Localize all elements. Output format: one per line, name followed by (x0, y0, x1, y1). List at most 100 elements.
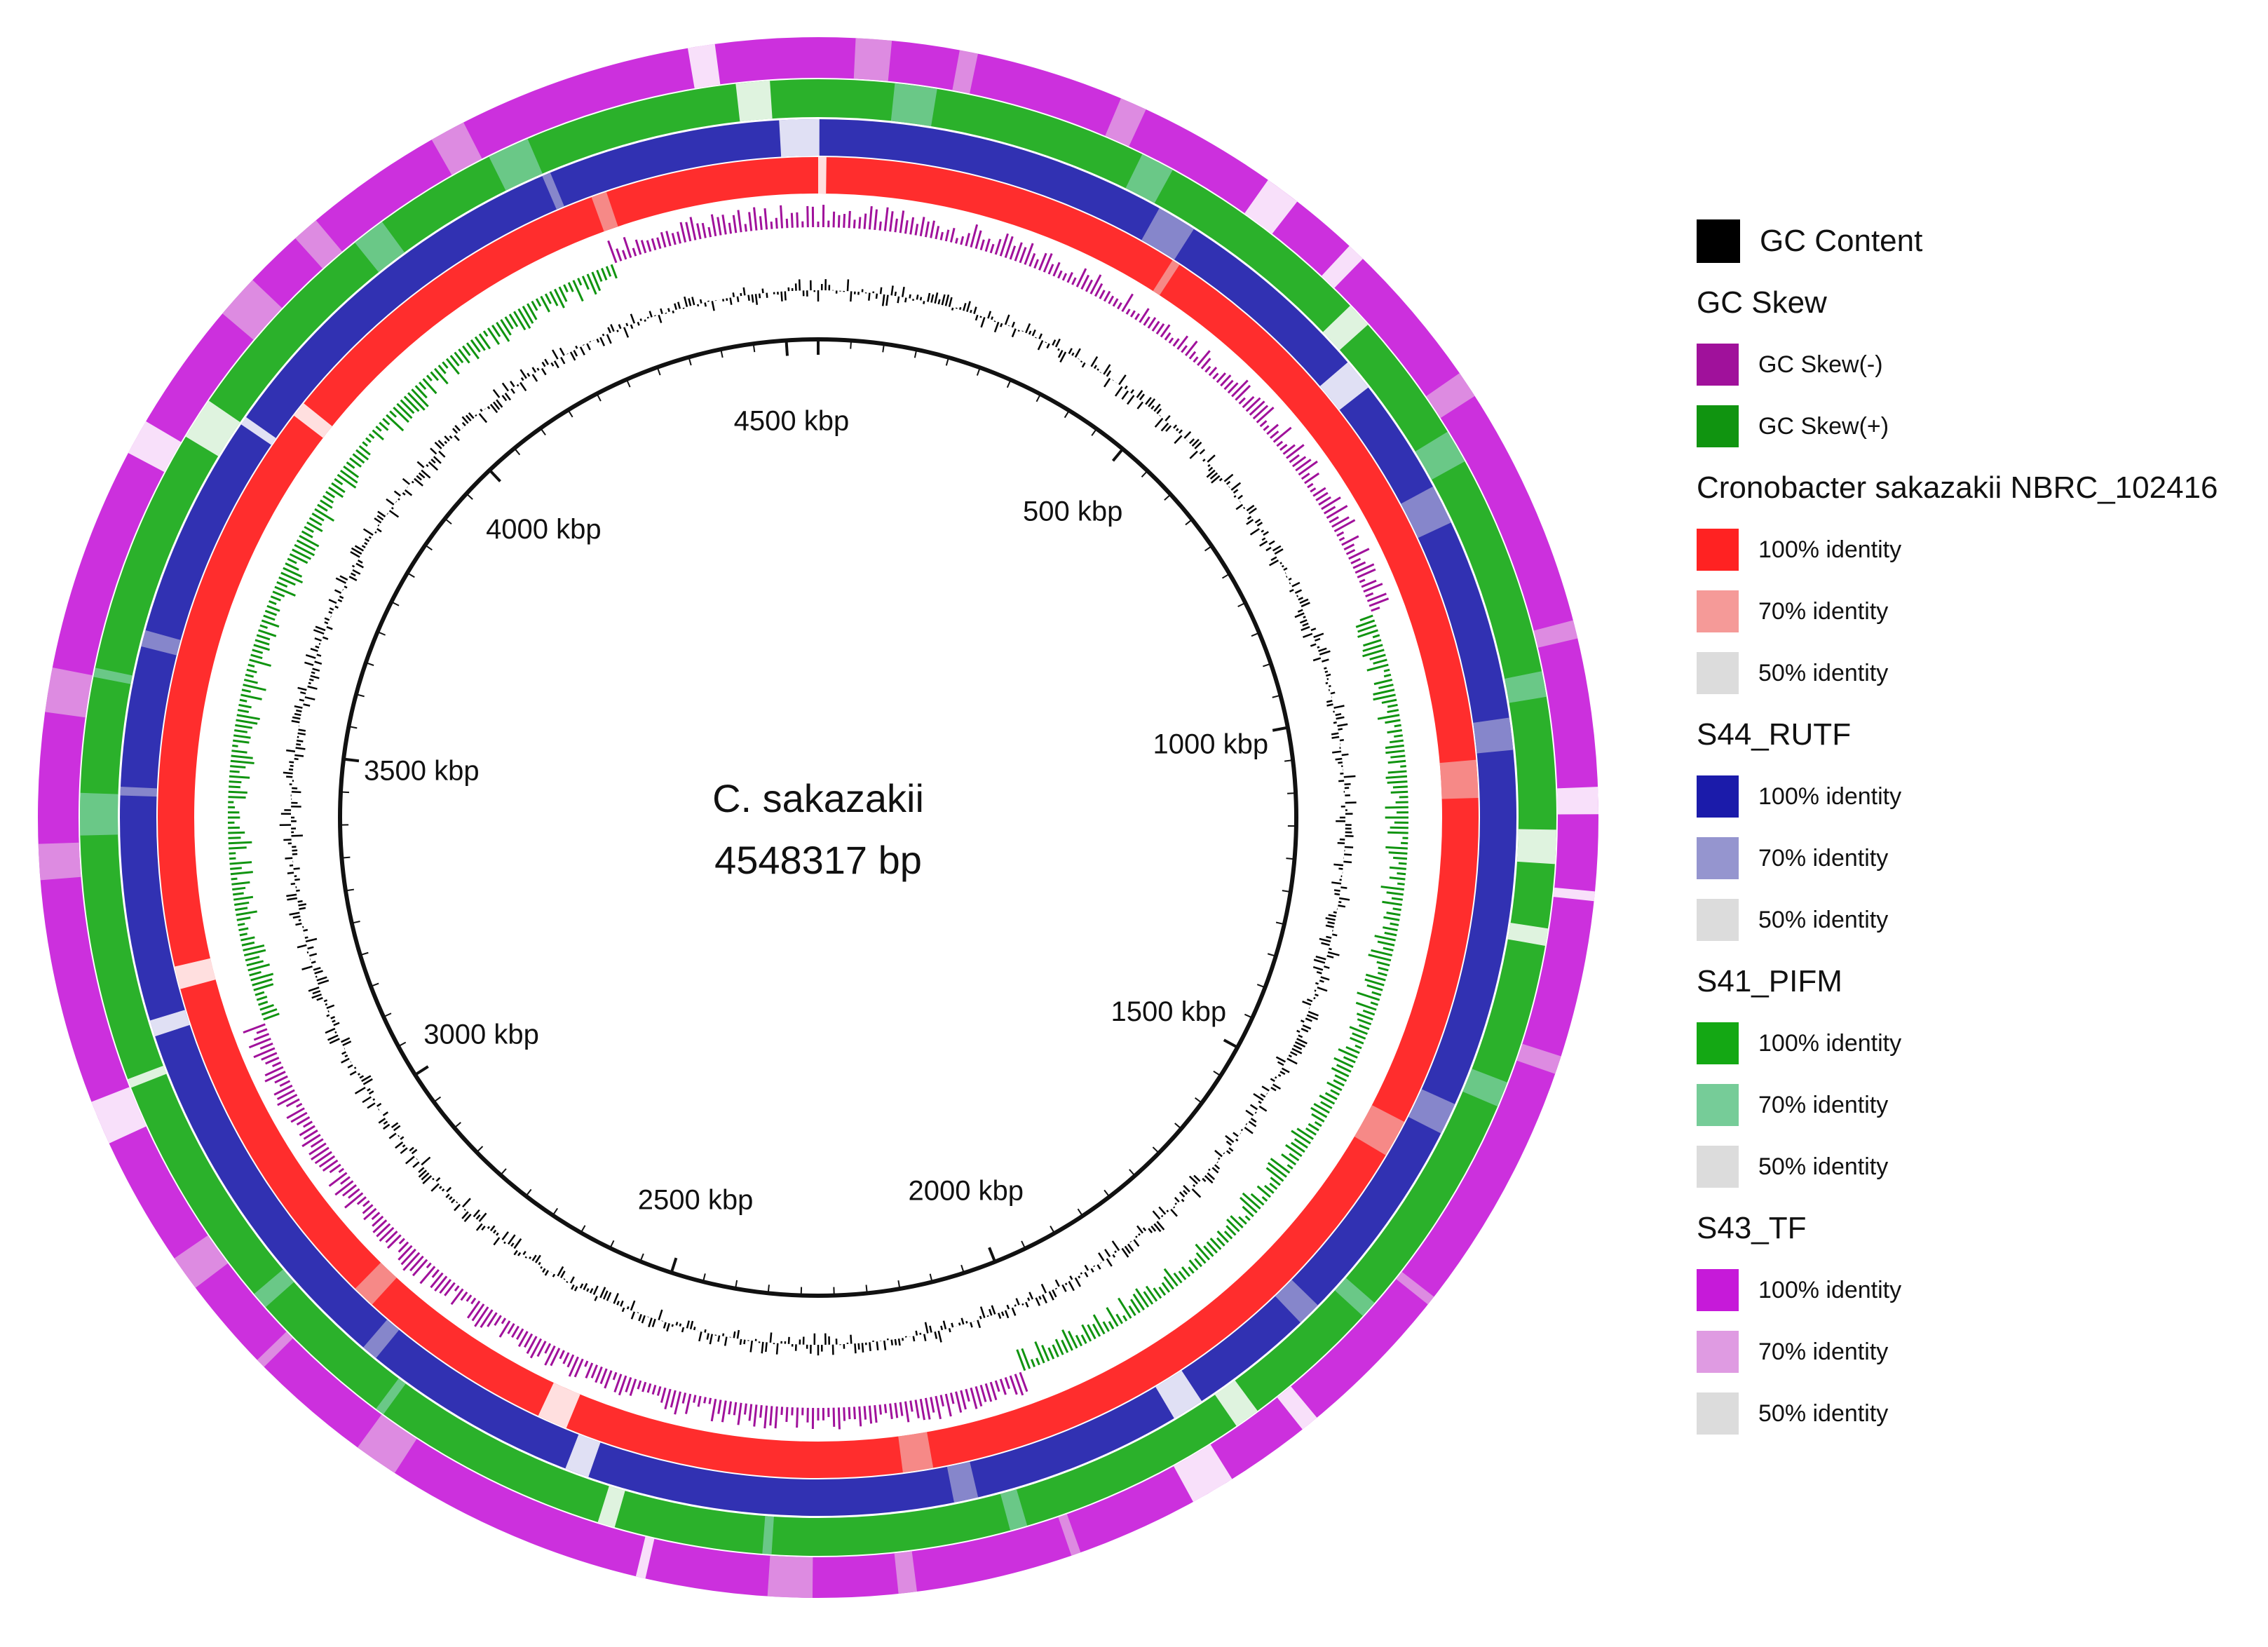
gc-content-bar (1025, 323, 1031, 334)
gc-skew-bar (250, 653, 263, 660)
gc-content-bar (1225, 1140, 1233, 1146)
gc-content-bar (742, 287, 746, 296)
gc-content-bar (901, 286, 905, 297)
gc-content-bar (308, 987, 320, 992)
gc-content-bar (1035, 1297, 1040, 1306)
legend-swatch (1697, 590, 1739, 632)
identity-gap (222, 280, 283, 340)
gc-content-bar (418, 1170, 427, 1178)
gc-content-bar (1027, 1297, 1031, 1301)
gc-content-bar (1106, 1258, 1113, 1267)
gc-content-bar (1291, 1048, 1303, 1055)
gc-skew-bar (1080, 274, 1090, 290)
gc-content-bar (557, 1266, 564, 1277)
gc-skew-bar (426, 1262, 432, 1269)
gc-skew-bar (409, 1255, 424, 1272)
gc-content-bar (1153, 1223, 1162, 1233)
tick-mark (567, 409, 573, 418)
gc-skew-bar (230, 867, 242, 870)
gc-skew-bar (1194, 1258, 1202, 1268)
gc-skew-bar (466, 342, 480, 360)
gc-skew-bar (1355, 619, 1376, 628)
gc-skew-bar (1129, 1299, 1141, 1313)
gc-skew-bar (1336, 531, 1345, 537)
gc-skew-bar (930, 220, 935, 238)
tick-mark (343, 757, 360, 763)
gc-content-bar (1286, 1057, 1298, 1065)
identity-gap (357, 1414, 417, 1473)
gc-skew-bar (253, 1047, 276, 1059)
gc-skew-bar (230, 759, 254, 765)
gc-content-bar (941, 294, 946, 306)
gc-skew-bar (1334, 1074, 1347, 1083)
gc-content-bar (377, 524, 380, 527)
gc-skew-bar (1362, 649, 1385, 658)
identity-gap (1153, 260, 1180, 296)
gc-skew-bar (1147, 317, 1157, 329)
gc-content-bar (296, 709, 302, 713)
gc-skew-bar (960, 236, 965, 245)
gc-skew-bar (270, 595, 281, 602)
gc-skew-bar (230, 871, 253, 876)
gc-skew-bar (1155, 323, 1165, 335)
gc-content-bar (339, 575, 348, 581)
gc-content-bar (550, 362, 555, 367)
gc-skew-bar (434, 367, 449, 385)
gc-skew-bar (1117, 302, 1122, 310)
gc-skew-bar (328, 486, 344, 499)
gc-content-bar (1333, 911, 1337, 914)
gc-content-bar (1218, 477, 1223, 482)
gc-content-bar (1004, 314, 1010, 325)
gc-content-bar (430, 1183, 440, 1192)
gc-content-bar (496, 1232, 499, 1236)
gc-content-bar (1225, 480, 1231, 485)
gc-skew-bar (904, 219, 909, 234)
gc-skew-bar (1356, 1012, 1373, 1021)
gc-content-bar (516, 384, 520, 387)
gc-skew-bar (1310, 1106, 1328, 1118)
gc-content-bar (430, 459, 436, 464)
gc-skew-bar (1348, 548, 1370, 560)
gc-content-bar (1333, 721, 1337, 724)
legend-swatch (1697, 1269, 1739, 1311)
identity-gap (1462, 1069, 1507, 1107)
gc-skew-bar (1289, 454, 1300, 463)
tick-mark (391, 601, 400, 606)
gc-skew-bar (496, 322, 510, 342)
identity-gap (174, 1235, 229, 1288)
gc-skew-bar (526, 1336, 538, 1355)
gc-skew-bar (356, 1196, 367, 1205)
gc-content-bar (323, 999, 328, 1003)
gc-skew-bar (558, 286, 568, 302)
gc-skew-bar (728, 1401, 733, 1415)
gc-skew-bar (253, 644, 271, 651)
gc-skew-bar (414, 385, 428, 399)
gc-skew-bar (1066, 271, 1073, 283)
gc-content-bar (1148, 398, 1156, 407)
gc-content-bar (1136, 401, 1143, 409)
gc-skew-bar (1323, 506, 1336, 515)
gc-skew-bar (1061, 1339, 1069, 1353)
legend-ring-item: 50% identity (1697, 889, 2257, 951)
gc-content-bar (522, 1250, 527, 1256)
identity-gap (45, 667, 93, 718)
gc-content-bar (606, 1292, 612, 1301)
identity-gap (175, 958, 216, 989)
gc-content-bar (1052, 339, 1057, 346)
gc-content-bar (1069, 1275, 1073, 1280)
gc-content-bar (987, 311, 992, 319)
gc-content-bar (1156, 1221, 1165, 1231)
gc-content-bar (294, 712, 301, 717)
gc-skew-bar (965, 233, 971, 247)
gc-content-bar (1178, 429, 1183, 434)
gc-content-bar (318, 980, 330, 985)
gc-content-bar (988, 1308, 993, 1316)
gc-content-bar (411, 480, 414, 484)
gc-skew-bar (294, 543, 315, 557)
gc-content-bar (361, 545, 366, 549)
gc-content-bar (311, 961, 316, 964)
gc-skew-bar (303, 1129, 318, 1140)
identity-gap (363, 1320, 400, 1358)
identity-gap (240, 416, 276, 445)
gc-skew-bar (274, 585, 296, 597)
